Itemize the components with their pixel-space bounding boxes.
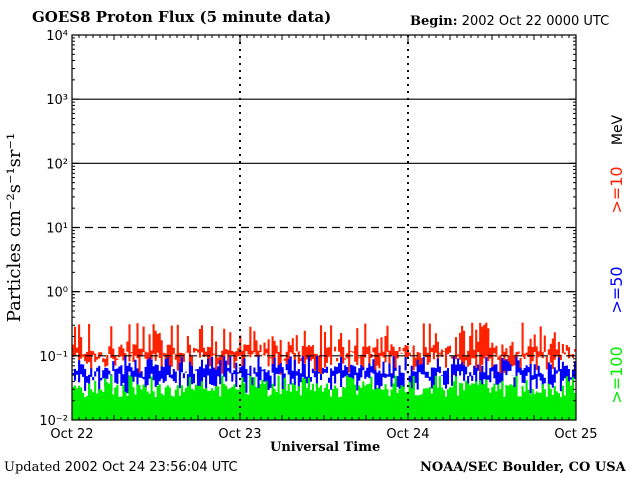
begin-time: Begin: 2002 Oct 22 0000 UTC: [410, 14, 609, 29]
y-tick-label: 10⁻¹: [39, 350, 68, 365]
y-tick-label: 10⁰: [46, 286, 68, 301]
y-tick-label: 10¹: [46, 222, 68, 237]
begin-value: 2002 Oct 22 0000 UTC: [461, 14, 610, 29]
updated-stamp: Updated 2002 Oct 24 23:56:04 UTC: [4, 460, 238, 475]
x-tick-label: Oct 24: [386, 427, 429, 442]
begin-label: Begin:: [410, 14, 458, 29]
y-tick-label: 10²: [46, 157, 68, 172]
x-axis-label: Universal Time: [270, 440, 381, 455]
chart-title: GOES8 Proton Flux (5 minute data): [32, 8, 332, 26]
x-tick-label: Oct 22: [50, 427, 93, 442]
x-tick-label: Oct 25: [554, 427, 597, 442]
legend-series-2: >=50: [607, 266, 626, 313]
legend-series-1: >=10: [607, 166, 626, 213]
y-axis-label: Particles cm⁻²s⁻¹sr⁻¹: [4, 133, 25, 322]
updated-label: Updated: [4, 460, 61, 475]
legend-series-3: >=100: [607, 346, 626, 403]
updated-value: 2002 Oct 24 23:56:04 UTC: [64, 460, 238, 475]
x-tick-label: Oct 23: [218, 427, 261, 442]
y-tick-label: 10³: [46, 93, 68, 108]
credit-line: NOAA/SEC Boulder, CO USA: [420, 460, 626, 475]
legend-unit: MeV: [610, 114, 626, 145]
series-3-line: [71, 375, 577, 420]
y-tick-label: 10⁻²: [39, 414, 68, 429]
y-tick-label: 10⁴: [46, 29, 68, 44]
